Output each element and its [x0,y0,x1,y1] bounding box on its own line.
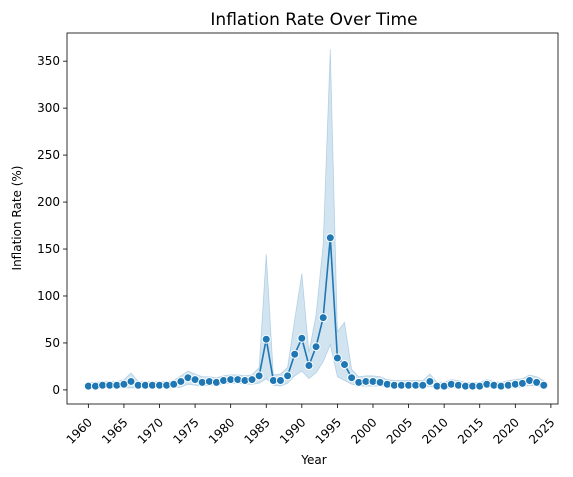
y-tick-label: 0 [52,383,60,397]
y-tick-label: 200 [37,195,60,209]
x-tick-label: 2000 [348,415,379,446]
y-tick-label: 250 [37,148,60,162]
x-tick-label: 2020 [491,415,522,446]
chart-title: Inflation Rate Over Time [210,10,417,30]
data-point [247,375,257,385]
data-point [126,376,136,386]
x-tick-label: 1980 [206,415,237,446]
data-point [311,342,321,352]
y-tick-label: 300 [37,101,60,115]
data-point [318,313,328,323]
data-point [325,233,335,243]
x-tick-label: 1960 [64,415,95,446]
data-point [418,380,428,390]
x-tick-label: 1965 [99,415,130,446]
x-tick-label: 2005 [384,415,415,446]
x-tick-label: 2025 [526,415,557,446]
data-point [290,349,300,359]
data-point [539,380,549,390]
x-tick-label: 1985 [241,415,272,446]
x-tick-label: 1995 [313,415,344,446]
data-point [297,333,307,343]
y-tick-label: 50 [45,336,60,350]
y-tick-label: 100 [37,289,60,303]
x-tick-label: 1970 [135,415,166,446]
data-point [304,360,314,370]
x-axis-title: Year [300,453,326,467]
data-point [176,376,186,386]
data-point [332,353,342,363]
data-point [254,371,264,381]
y-axis-title: Inflation Rate (%) [10,166,24,271]
y-tick-label: 150 [37,242,60,256]
data-point [340,360,350,370]
data-point [347,373,357,383]
x-tick-label: 2015 [455,415,486,446]
confidence-band [87,48,545,390]
plot-frame [66,32,559,405]
data-point [283,371,293,381]
x-tick-label: 1975 [170,415,201,446]
x-tick-label: 1990 [277,415,308,446]
data-point [275,376,285,386]
y-tick-label: 350 [37,54,60,68]
data-point [425,376,435,386]
x-tick-label: 2010 [419,415,450,446]
data-point [261,334,271,344]
